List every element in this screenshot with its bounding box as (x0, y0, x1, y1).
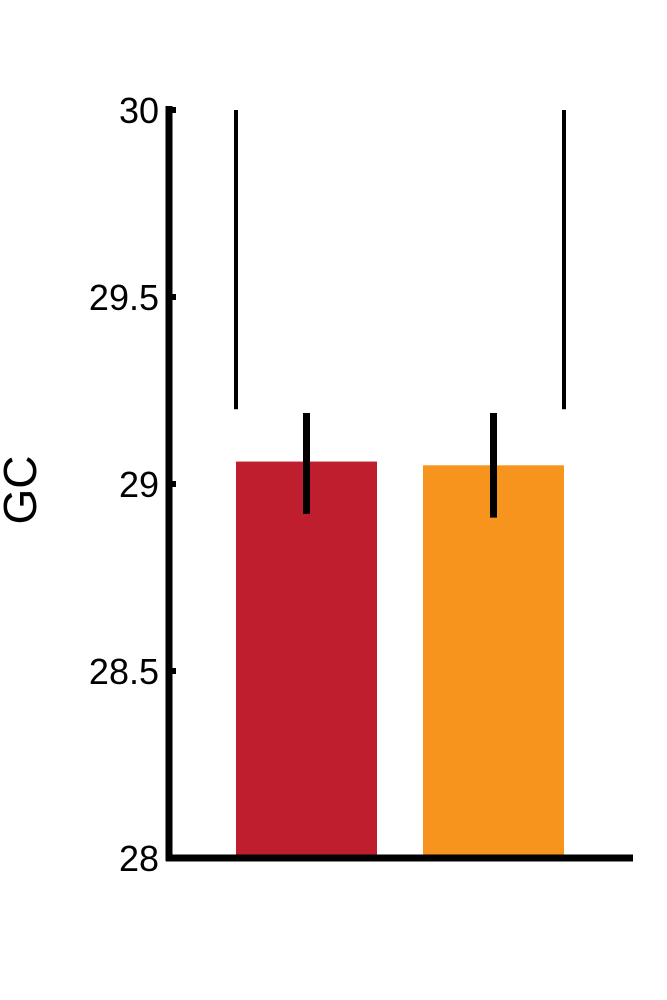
bar-2 (423, 465, 564, 858)
y-axis-title: GC (0, 456, 46, 525)
y-tick-label: 28 (119, 838, 159, 879)
y-tick-label: 28.5 (89, 651, 159, 692)
y-tick-label: 29 (119, 464, 159, 505)
bar-1 (236, 461, 377, 858)
y-tick-label: 29.5 (89, 277, 159, 318)
y-tick-label: 30 (119, 90, 159, 131)
